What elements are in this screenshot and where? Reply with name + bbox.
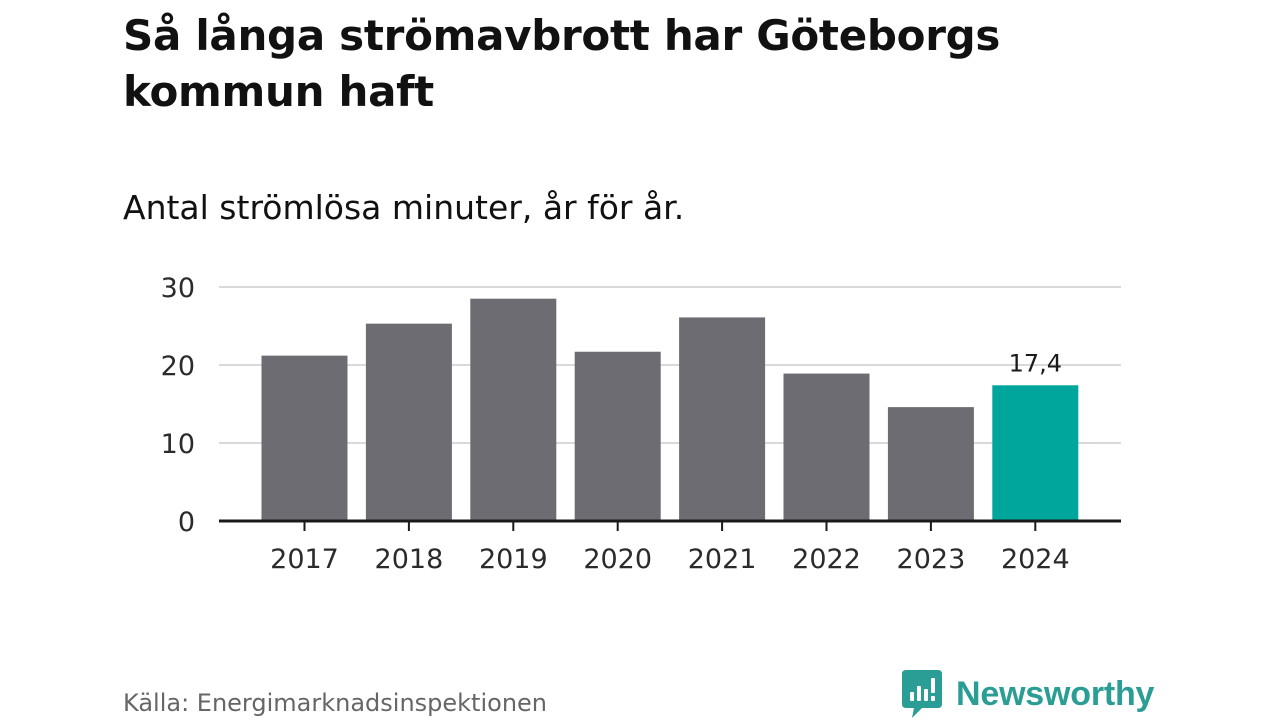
x-tick-label: 2019 (479, 544, 548, 575)
bar-2020 (574, 351, 661, 521)
x-tick-label: 2017 (270, 544, 339, 575)
bar-2024 (992, 385, 1079, 521)
newsworthy-logo-icon (902, 670, 942, 718)
source-note: Källa: Energimarknadsinspektionen (123, 689, 548, 717)
chart-title: Så långa strömavbrott har Göteborgs komm… (123, 11, 1001, 116)
x-tick-label: 2023 (897, 544, 966, 575)
bar-2021 (679, 317, 766, 521)
y-tick-label: 0 (178, 507, 195, 538)
y-tick-label: 20 (161, 351, 195, 382)
brand-logo-group: Newsworthy (902, 670, 1154, 718)
brand-name: Newsworthy (956, 674, 1155, 713)
x-tick-label: 2018 (375, 544, 444, 575)
x-tick-label: 2024 (1001, 544, 1070, 575)
bar-2019 (470, 298, 557, 521)
bar-2022 (783, 373, 870, 521)
x-tick-label: 2022 (792, 544, 861, 575)
x-tick-label: 2021 (688, 544, 757, 575)
bar-2017 (261, 355, 348, 521)
y-tick-label: 10 (161, 429, 195, 460)
bar-2023 (887, 407, 974, 521)
bar-2018 (365, 323, 452, 521)
y-tick-label: 30 (161, 273, 195, 304)
chart-subtitle: Antal strömlösa minuter, år för år. (123, 188, 685, 227)
data-label: 17,4 (1009, 349, 1062, 377)
x-tick-label: 2020 (583, 544, 652, 575)
